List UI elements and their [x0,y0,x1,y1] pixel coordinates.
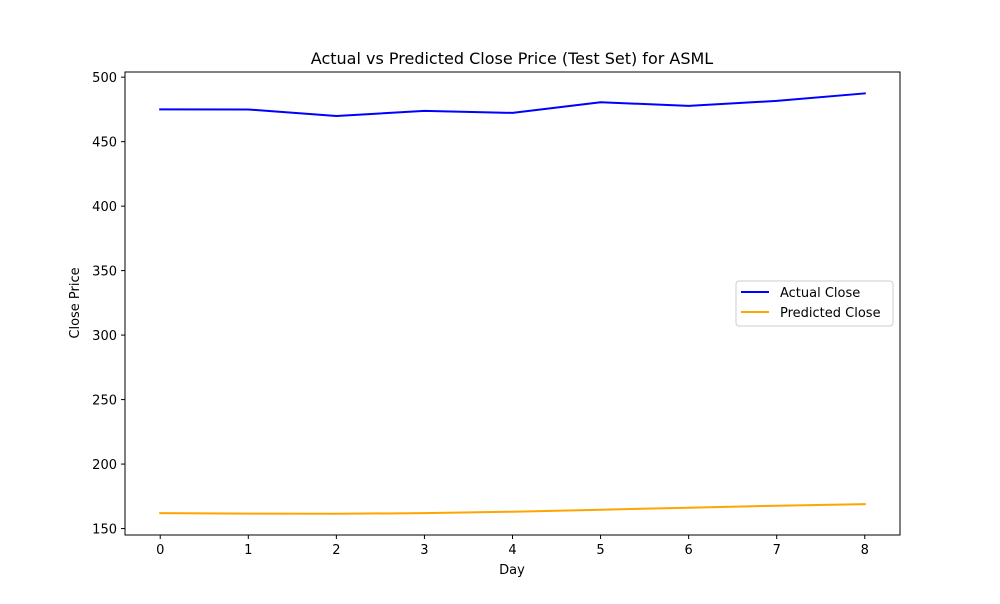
x-tick-label: 5 [596,543,604,558]
y-axis-label: Close Price [68,267,83,338]
x-tick-label: 1 [244,543,252,558]
x-tick-label: 7 [773,543,781,558]
y-tick-label: 350 [92,265,117,280]
x-tick-label: 3 [420,543,428,558]
legend-label: Actual Close [780,286,860,301]
x-tick-label: 6 [684,543,692,558]
series-lines [159,92,866,515]
x-tick-label: 2 [332,543,340,558]
y-tick-label: 300 [92,329,117,344]
axis-ticks: 0 1 2 3 4 5 6 7 8 150 200 250 300 350 400 450 500 [92,71,869,558]
x-tick-label: 4 [508,543,516,558]
x-tick-label: 8 [861,543,869,558]
legend-box [735,280,894,327]
y-tick-label: 500 [92,71,117,86]
chart-title: Actual vs Predicted Close Price (Test Se… [311,49,714,68]
legend-label: Predicted Close [780,306,881,321]
y-tick-label: 250 [92,394,117,409]
predicted-close-line [159,503,866,515]
y-tick-label: 200 [92,458,117,473]
axes-border [124,71,901,536]
y-tick-label: 400 [92,200,117,215]
x-tick-label: 0 [156,543,164,558]
legend: Actual Close Predicted Close [735,280,894,327]
axes-frame [124,71,901,536]
actual-close-line [159,92,866,117]
y-tick-label: 450 [92,136,117,151]
y-tick-label: 150 [92,523,117,538]
x-axis-label: Day [499,563,525,578]
